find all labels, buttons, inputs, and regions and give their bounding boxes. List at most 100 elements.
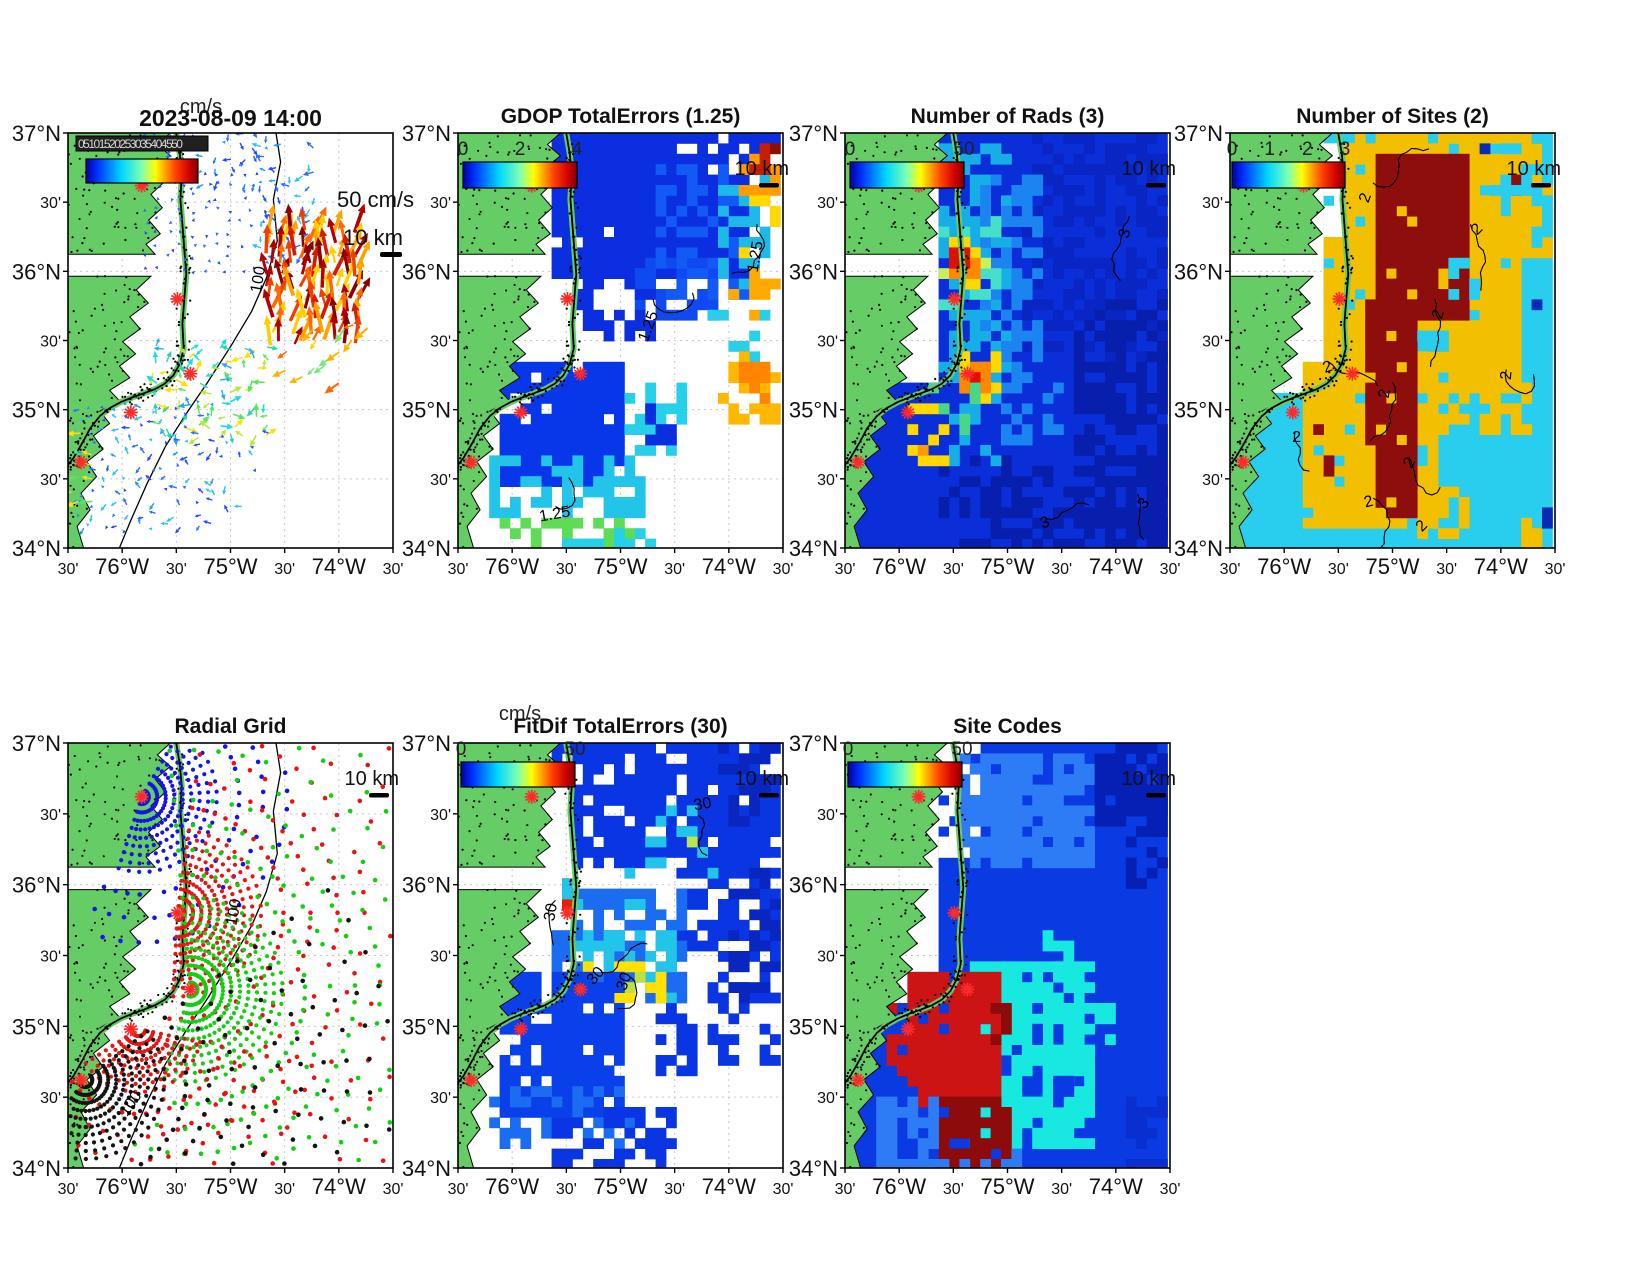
y-tick-label: 34°N [402, 1156, 451, 1181]
panel-surface-currents: 100 37°N 30' 36°N 30' 35°N 30' 34°N 30' 76°W 30' 75… [0, 85, 443, 596]
colorbar-gradient [462, 161, 578, 189]
panel-radial-grid: 100 100 37°N 30' 36°N 30' 35°N 30' 34°N 30' 76°W 30… [0, 695, 443, 1216]
current-vector-arrows [68, 133, 371, 536]
y-tick-label: 37°N [402, 121, 451, 146]
distance-scale-label: 10 km [343, 225, 403, 250]
panel-site-codes: 37°N 30' 36°N 30' 35°N 30' 34°N 30' 76°W 30' 75°W 3… [777, 695, 1220, 1216]
axis-labels: 37°N30'36°N30'35°N30'34°N30' 76°W 30' 75°W 3… [789, 121, 1181, 579]
y-tick-label: 30' [817, 195, 838, 212]
coastline [458, 743, 578, 1084]
contour-label: 2 [1429, 308, 1448, 321]
colorbar-units-label: cm/s [180, 96, 222, 118]
distance-scale-bar [759, 793, 779, 798]
y-tick-label: 35°N [12, 1014, 61, 1039]
distance-scale-label: 10 km [735, 158, 789, 180]
contour-label: 30 [692, 795, 713, 815]
y-tick-label: 37°N [789, 731, 838, 756]
x-tick-label: 30' [773, 1181, 794, 1198]
y-tick-label: 30' [40, 195, 61, 212]
x-tick-label: 75°W [980, 554, 1034, 579]
contour-label: 1.25 [538, 503, 572, 525]
x-tick-label: 74°W [1089, 554, 1143, 579]
y-tick-label: 36°N [12, 259, 61, 284]
y-tick-label: 35°N [789, 398, 838, 423]
panel-title-gdop: GDOP TotalErrors (1.25) [500, 105, 741, 128]
panel-gdop-totalerrors: 1.25 1.25 1.25 37°N 30' 36°N 30' 35°N 30' 34°N 30'… [390, 85, 833, 596]
axis-labels: 37°N30'36°N30'35°N30'34°N30' 76°W 30' 75°W 3… [12, 731, 404, 1199]
panel-title-nsites: Number of Sites (2) [1296, 105, 1489, 128]
x-tick-label: 30' [274, 1181, 295, 1198]
map-area [845, 743, 1170, 1168]
colorbar: 05101520253035404550 cm/s [75, 96, 222, 184]
colorbar-tick-label: 2 [1302, 139, 1313, 160]
scale-annotations: 10 km [1122, 158, 1176, 188]
x-tick-label: 75°W [203, 554, 257, 579]
distance-scale-bar [1146, 183, 1166, 188]
y-tick-label: 30' [40, 807, 61, 824]
axis-tick-marks [63, 132, 394, 553]
x-tick-label: 30' [166, 561, 187, 578]
x-tick-label: 30' [448, 561, 469, 578]
bathymetry-contour [118, 133, 282, 548]
x-tick-label: 30' [1051, 1181, 1072, 1198]
axis-tick-marks [63, 742, 394, 1173]
distance-scale-label: 10 km [1122, 158, 1176, 180]
x-tick-label: 30' [556, 561, 577, 578]
panel-title-site-codes: Site Codes [953, 715, 1062, 738]
distance-scale-label: 10 km [1122, 768, 1176, 790]
y-tick-label: 37°N [789, 121, 838, 146]
heatmap-cells [845, 133, 1168, 548]
y-tick-label: 30' [817, 949, 838, 966]
y-tick-label: 35°N [789, 1014, 838, 1039]
x-tick-label: 30' [835, 561, 856, 578]
x-tick-label: 76°W [95, 1174, 149, 1199]
contour-label: 30 [541, 902, 561, 923]
x-tick-label: 76°W [485, 554, 539, 579]
colorbar-garbled-ticks [75, 135, 209, 152]
colorbar-tick-label: 0 [456, 739, 467, 760]
colorbar-tick-label: 50 [564, 739, 585, 760]
colorbar-tick-label: 0 [1227, 139, 1238, 160]
y-tick-label: 37°N [12, 121, 61, 146]
axes-frame [840, 742, 1171, 1173]
x-tick-label: 74°W [702, 1174, 756, 1199]
axis-labels: 37°N30'36°N30'35°N30'34°N30' 76°W 30' 75°W 3… [1174, 121, 1566, 579]
colorbar-tick-label: 2 [515, 139, 526, 160]
axis-tick-marks [840, 132, 1171, 553]
land-stipple-dots [1230, 134, 1354, 548]
x-tick-label: 30' [556, 1181, 577, 1198]
contour-lines [548, 814, 708, 1010]
axis-tick-marks [453, 742, 784, 1173]
y-tick-label: 30' [817, 807, 838, 824]
y-tick-label: 34°N [789, 536, 838, 561]
x-tick-label: 76°W [485, 1174, 539, 1199]
contour-label: 2 [1498, 370, 1516, 380]
x-tick-label: 75°W [980, 1174, 1034, 1199]
axis-labels: 37°N30'36°N30'35°N30'34°N30' 76°W 30' 75°W 3… [402, 121, 794, 579]
colorbar-tick-label: 0 [843, 739, 854, 760]
axes-frame [453, 742, 784, 1173]
y-tick-label: 30' [817, 1090, 838, 1107]
x-tick-label: 75°W [593, 554, 647, 579]
coastline [845, 133, 965, 466]
x-tick-label: 30' [943, 1181, 964, 1198]
panel-number-of-sites: 2 2 2 2 2 2 2 2 2 2 37°N 30' 36°N 30' 35°N 30' 34°N 30' 76… [1162, 85, 1605, 596]
x-tick-label: 30' [1160, 561, 1181, 578]
colorbar-tick-label: 0 [845, 139, 856, 160]
coastline [1230, 133, 1350, 466]
y-tick-label: 37°N [12, 731, 61, 756]
y-tick-label: 30' [430, 807, 451, 824]
distance-scale-bar [1531, 183, 1551, 188]
y-tick-label: 37°N [402, 731, 451, 756]
land-stipple-dots [845, 744, 969, 1168]
colorbar-tick-label: 4 [572, 139, 583, 160]
map-svg-6: 37°N30'36°N30'35°N30'34°N30' 76°W 30' 75°W 3… [789, 731, 1181, 1199]
y-tick-label: 30' [817, 334, 838, 351]
colorbar-units-label: cm/s [499, 703, 541, 725]
panel-fitdif-totalerrors: 30 30 30 30 37°N 30' 36°N 30' 35°N 30' 34°N 30' 76°W… [390, 695, 833, 1216]
distance-scale-label: 10 km [345, 768, 399, 790]
scale-annotations: 10 km [1122, 768, 1176, 798]
y-tick-label: 30' [1202, 195, 1223, 212]
colorbar-garbled-text: 05101520253035404550 [78, 137, 183, 151]
